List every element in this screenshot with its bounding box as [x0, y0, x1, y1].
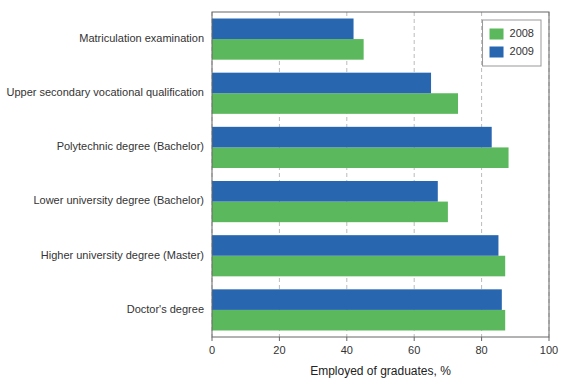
bar	[212, 256, 505, 277]
legend: 2008 2009	[483, 20, 541, 66]
grid-line	[481, 12, 482, 337]
tick-label: 20	[273, 344, 285, 356]
grid-line	[414, 12, 415, 337]
tick-mark	[212, 337, 213, 341]
bar	[212, 73, 431, 94]
grid-line	[279, 12, 280, 337]
bar	[212, 235, 498, 256]
tick-label: 100	[540, 344, 558, 356]
tick-mark	[481, 337, 482, 341]
tick-label: 40	[341, 344, 353, 356]
x-axis-label: Employed of graduates, %	[310, 364, 451, 378]
legend-box	[483, 20, 541, 66]
legend-swatch	[490, 29, 504, 40]
category-label: Upper secondary vocational qualification	[6, 86, 204, 98]
bar	[212, 181, 438, 202]
bar	[212, 39, 364, 60]
legend-label: 2008	[510, 27, 534, 39]
category-label: Polytechnic degree (Bachelor)	[57, 140, 204, 152]
category-label: Matriculation examination	[79, 32, 204, 44]
bars	[212, 19, 509, 331]
bar	[212, 310, 505, 331]
bar	[212, 93, 458, 114]
bar	[212, 147, 509, 168]
tick-label: 60	[408, 344, 420, 356]
legend-label: 2009	[510, 45, 534, 57]
category-label: Doctor's degree	[127, 303, 204, 315]
tick-mark	[279, 337, 280, 341]
tick-mark	[549, 337, 550, 341]
bar	[212, 127, 492, 148]
tick-label: 0	[209, 344, 215, 356]
plot-frame	[212, 12, 549, 337]
bar	[212, 19, 354, 40]
tick-mark	[414, 337, 415, 341]
bar	[212, 289, 502, 310]
tick-mark	[346, 337, 347, 341]
tick-label: 80	[475, 344, 487, 356]
grid	[212, 12, 549, 337]
bar	[212, 202, 448, 223]
legend-swatch	[490, 47, 504, 58]
grid-line	[346, 12, 347, 337]
chart: Matriculation examination Upper secondary…	[0, 0, 565, 385]
category-label: Lower university degree (Bachelor)	[33, 194, 204, 206]
category-label: Higher university degree (Master)	[41, 249, 204, 261]
